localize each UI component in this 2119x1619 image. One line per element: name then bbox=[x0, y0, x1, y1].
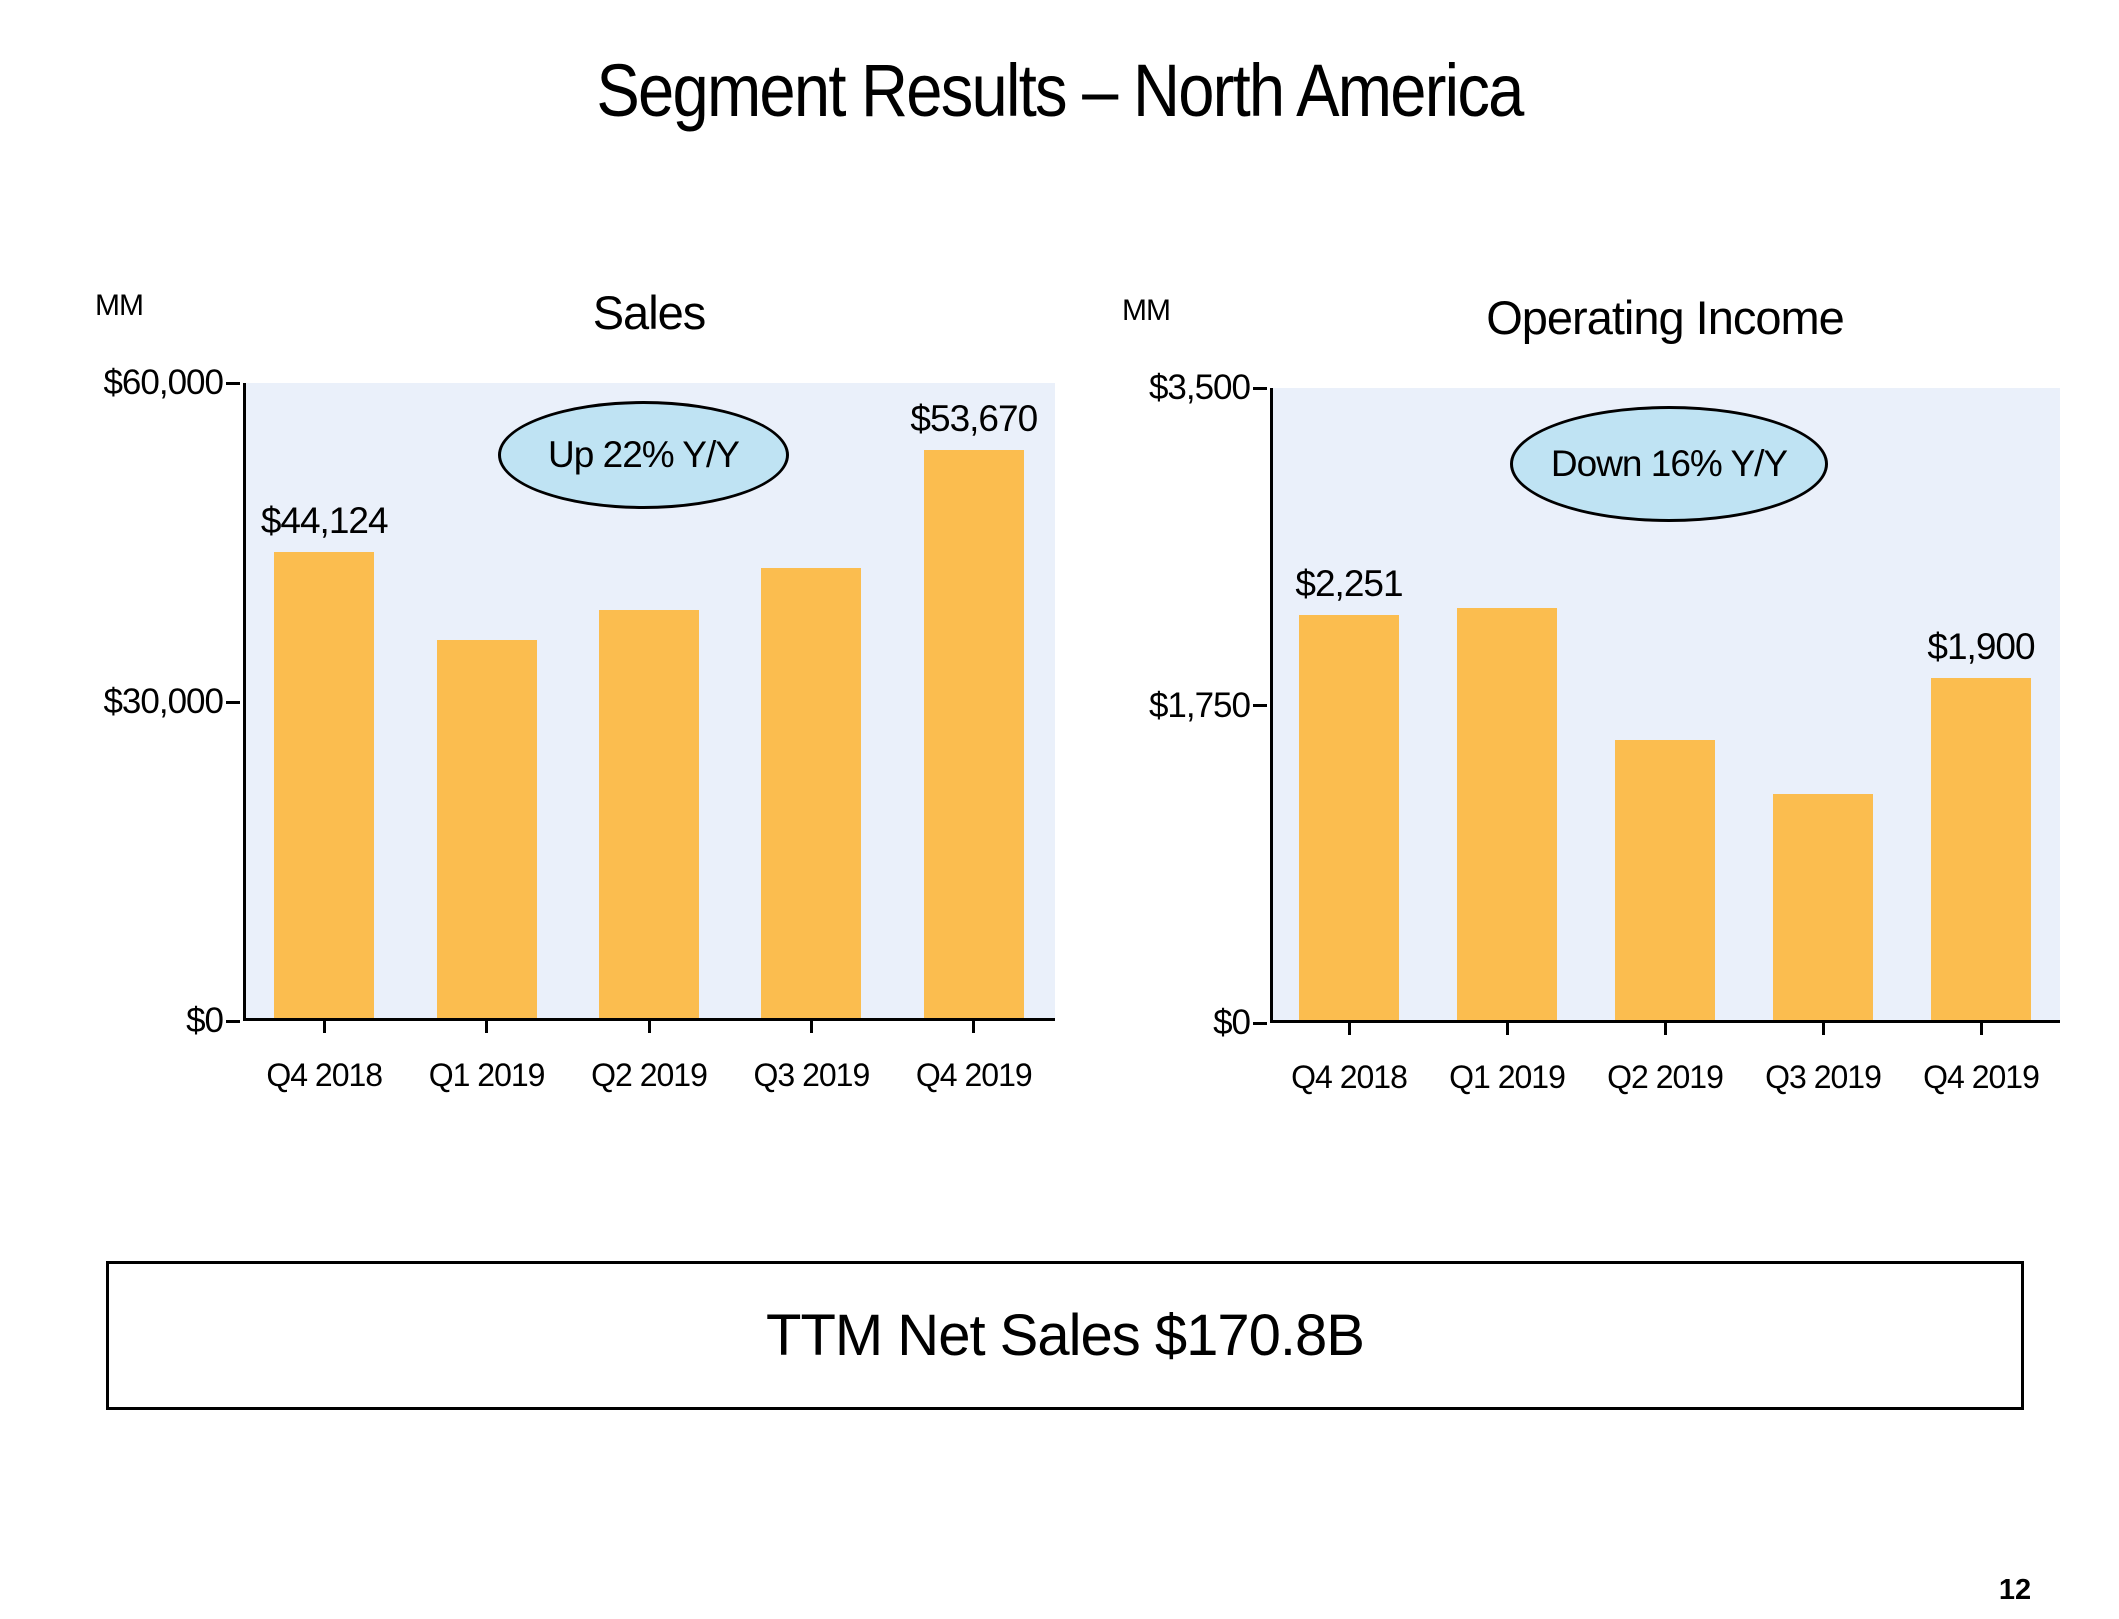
bar-value-label: $2,251 bbox=[1295, 562, 1403, 604]
page-number: 12 bbox=[1998, 1574, 2032, 1606]
bar bbox=[761, 567, 862, 1021]
y-tick-label: $0 bbox=[1213, 1003, 1251, 1042]
y-tick-mark bbox=[1253, 1021, 1267, 1025]
x-axis-label: Q4 2018 bbox=[266, 1057, 383, 1093]
x-tick-mark bbox=[1663, 1023, 1667, 1035]
sales-y-axis-line bbox=[243, 383, 246, 1021]
x-tick-mark bbox=[1347, 1023, 1351, 1035]
y-tick-label: $1,750 bbox=[1148, 685, 1251, 725]
bar bbox=[1299, 614, 1399, 1023]
x-axis-label: Q4 2018 bbox=[1291, 1059, 1408, 1095]
operating-income-x-axis-line bbox=[1270, 1020, 2060, 1023]
x-tick-mark bbox=[1505, 1023, 1509, 1035]
x-tick-mark bbox=[485, 1021, 489, 1033]
bar-value-label: $44,124 bbox=[260, 499, 389, 541]
y-tick-mark bbox=[226, 1019, 240, 1023]
x-tick-mark bbox=[322, 1021, 326, 1033]
bar bbox=[599, 610, 699, 1021]
x-axis-label: Q1 2019 bbox=[1449, 1059, 1566, 1095]
y-tick-label: $3,500 bbox=[1148, 368, 1251, 407]
operating-income-unit-label: MM bbox=[1122, 294, 1171, 327]
bar bbox=[923, 450, 1024, 1021]
x-tick-mark bbox=[972, 1021, 976, 1033]
x-axis-label: Q3 2019 bbox=[753, 1057, 871, 1093]
sales-x-axis-line bbox=[243, 1018, 1055, 1021]
y-tick-label: $30,000 bbox=[103, 682, 224, 721]
x-axis-label: Q3 2019 bbox=[1765, 1059, 1882, 1095]
sales-chart-title: Sales bbox=[592, 286, 707, 339]
bar bbox=[1773, 794, 1873, 1023]
x-tick-mark bbox=[1979, 1023, 1983, 1035]
x-axis-label: Q4 2019 bbox=[1923, 1059, 2040, 1095]
y-tick-label: $60,000 bbox=[103, 363, 224, 402]
sales-chart: MM Sales Up 22% Y/Y $60,000 $30,000 $0 Q4 2… bbox=[95, 286, 1055, 1093]
bar bbox=[436, 640, 537, 1021]
x-tick-mark bbox=[1821, 1023, 1825, 1035]
operating-income-yoy-callout: Down 16% Y/Y bbox=[1510, 406, 1828, 522]
sales-yoy-callout: Up 22% Y/Y bbox=[498, 401, 789, 509]
operating-income-chart-title: Operating Income bbox=[1486, 291, 1845, 344]
sales-unit-label: MM bbox=[95, 289, 144, 322]
y-tick-mark bbox=[226, 381, 240, 385]
y-tick-label: $0 bbox=[186, 1001, 224, 1040]
operating-income-y-axis-line bbox=[1270, 388, 1273, 1023]
bar-value-label: $53,670 bbox=[910, 398, 1038, 440]
y-tick-mark bbox=[1253, 386, 1267, 390]
x-axis-label: Q2 2019 bbox=[591, 1057, 708, 1093]
x-tick-mark bbox=[809, 1021, 813, 1033]
slide-title: Segment Results – North America bbox=[596, 49, 1524, 132]
operating-income-chart: MM Operating Income Down 16% Y/Y $3,500 $… bbox=[1122, 291, 2060, 1095]
x-axis-label: Q2 2019 bbox=[1607, 1059, 1724, 1095]
bar-value-label: $1,900 bbox=[1927, 626, 2035, 668]
bar bbox=[1457, 608, 1557, 1023]
y-tick-mark bbox=[1253, 704, 1267, 707]
ttm-net-sales-box: TTM Net Sales $170.8B bbox=[106, 1261, 2024, 1410]
y-tick-mark bbox=[226, 700, 240, 704]
x-axis-label: Q4 2019 bbox=[915, 1057, 1033, 1093]
x-tick-mark bbox=[647, 1021, 651, 1033]
bar bbox=[274, 551, 375, 1021]
bar bbox=[1931, 678, 2031, 1023]
bar bbox=[1615, 740, 1715, 1023]
x-axis-label: Q1 2019 bbox=[428, 1057, 546, 1093]
